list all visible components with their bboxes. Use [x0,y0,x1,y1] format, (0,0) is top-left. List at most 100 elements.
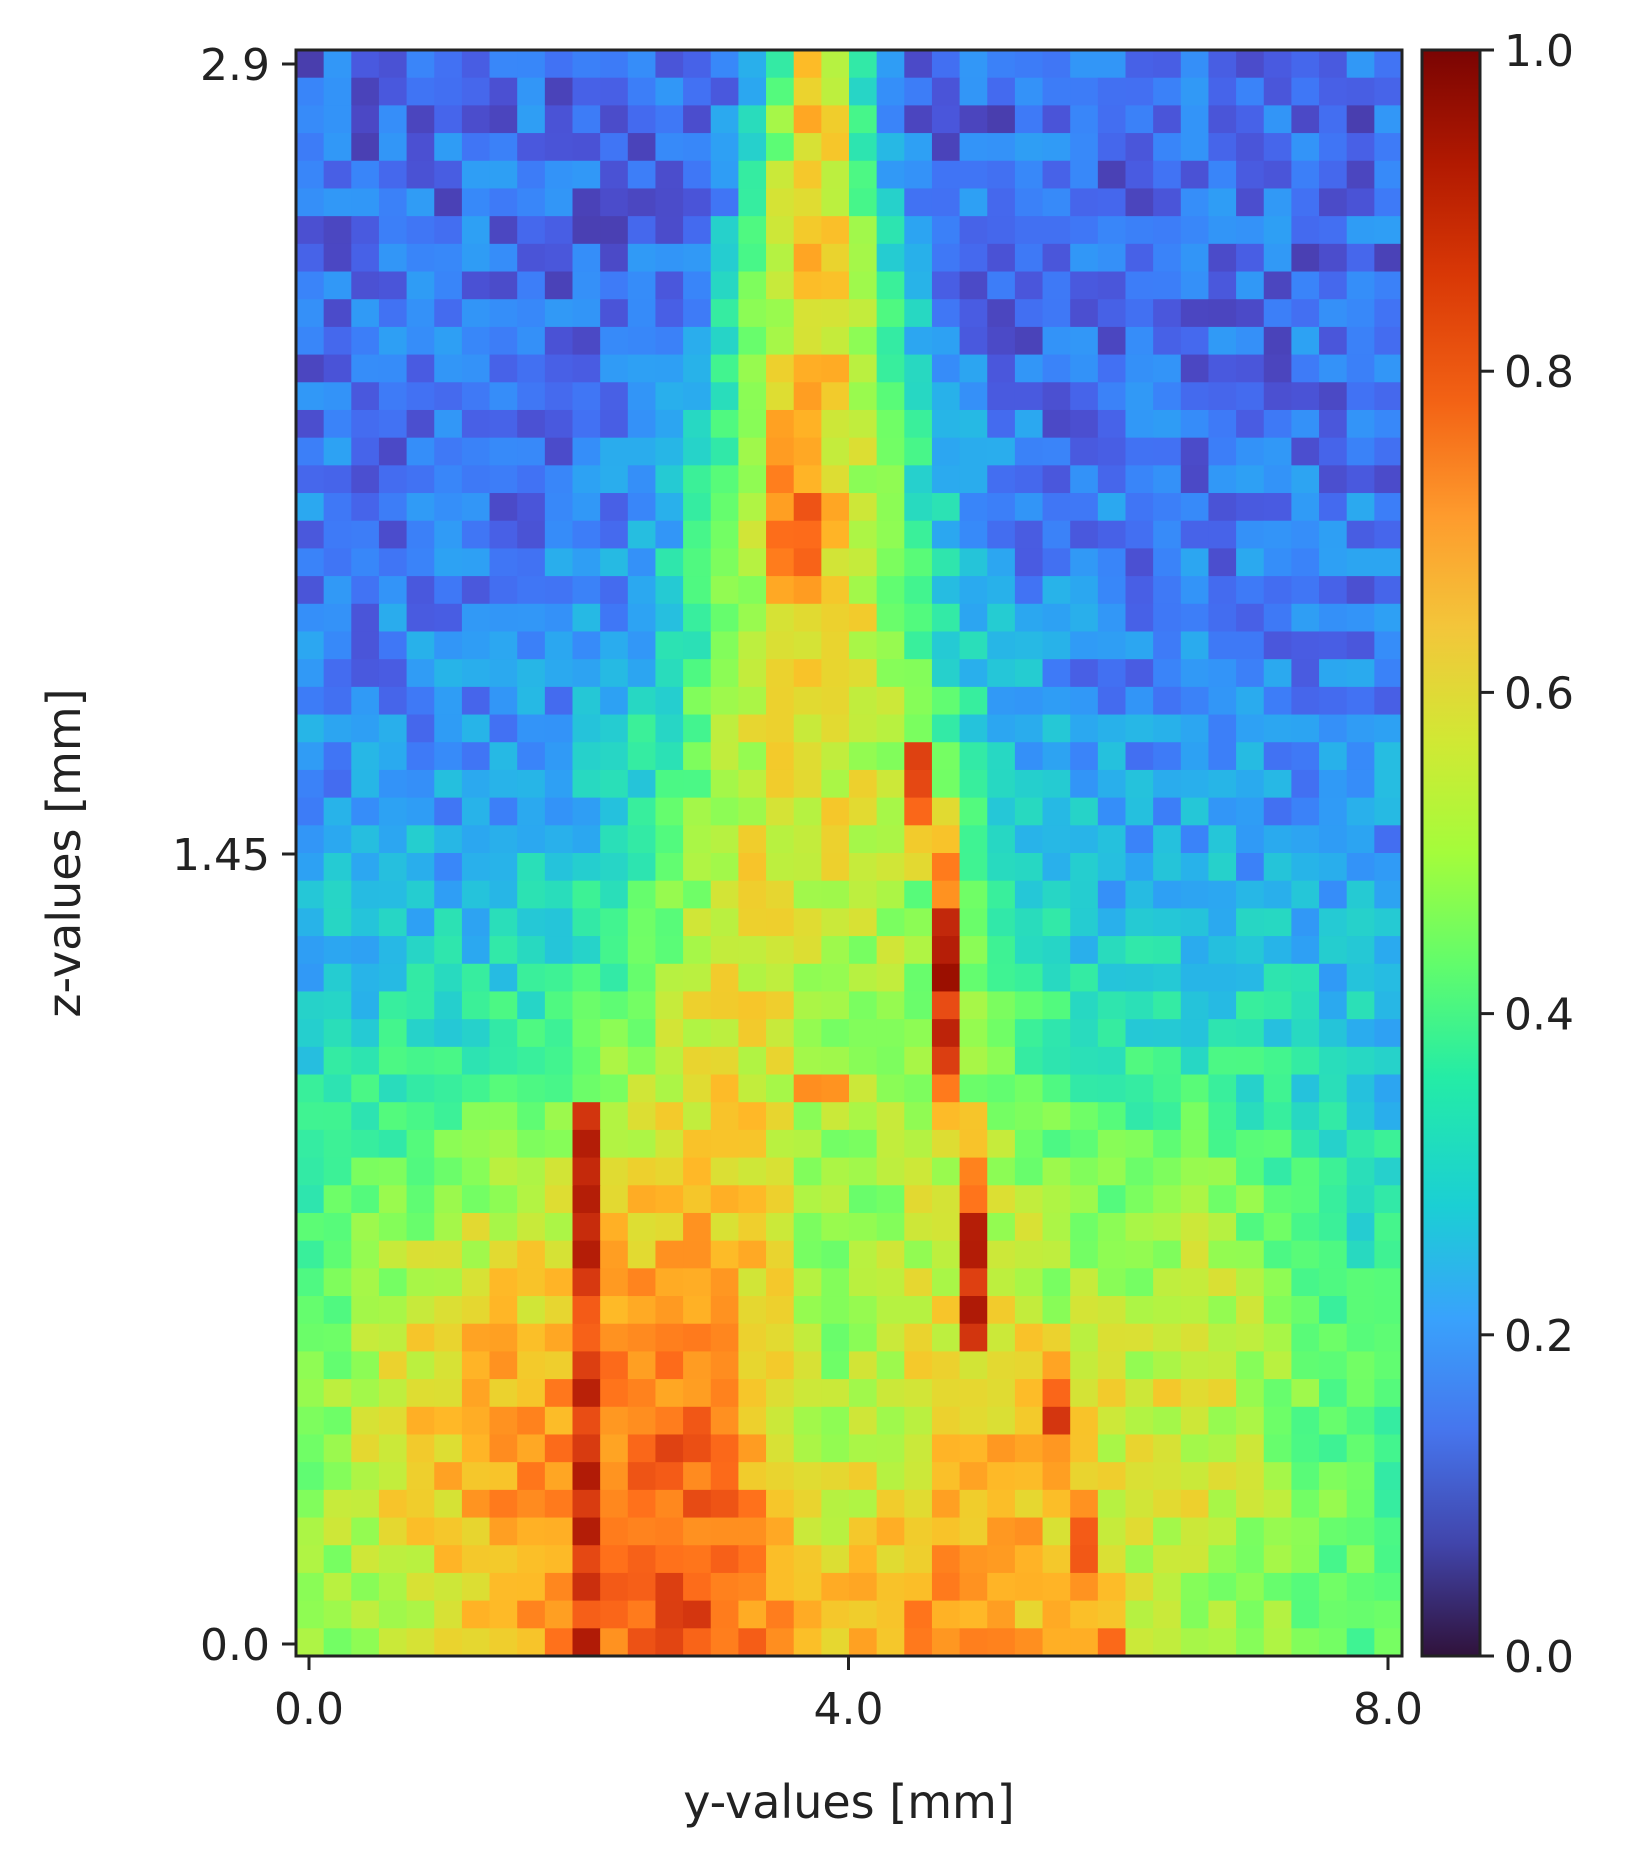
heatmap-cell [821,354,850,383]
heatmap-cell [849,1323,878,1353]
heatmap-cell [1070,1434,1099,1463]
heatmap-cell [931,853,961,882]
heatmap-cell [904,1268,933,1297]
heatmap-cell [572,354,601,383]
heatmap-cell [1125,465,1154,494]
heatmap-cell [710,548,739,577]
heatmap-cell [572,797,601,826]
heatmap-cell [710,271,739,300]
heatmap-cell [378,1462,408,1491]
heatmap-cell [766,1351,795,1380]
heatmap-cell [323,1268,352,1297]
heatmap-cell [572,409,601,439]
heatmap-cell [876,133,905,162]
heatmap-cell [544,216,574,245]
heatmap-cell [296,465,325,494]
heatmap-cell [655,382,684,411]
heatmap-cell [1125,1489,1154,1519]
heatmap-cell [1319,1628,1348,1657]
heatmap-cell [987,1545,1016,1574]
heatmap-cell [627,382,657,411]
heatmap-cell [904,548,933,577]
colorbar-tick-label: 0.6 [1504,668,1574,719]
heatmap-cell [1070,243,1099,273]
heatmap-cell [1346,1406,1375,1436]
heatmap-cell [1125,825,1154,854]
heatmap-cell [489,160,518,190]
heatmap-cell [1374,1046,1403,1076]
heatmap-cell [904,1600,933,1629]
heatmap-cell [959,769,988,799]
heatmap-cell [821,1462,850,1491]
heatmap-cell [793,1379,822,1408]
heatmap-cell [1263,576,1292,605]
heatmap-cell [489,437,518,466]
heatmap-cell [1208,742,1237,771]
heatmap-cell [710,1323,739,1353]
heatmap-cell [1291,1434,1320,1463]
heatmap-cell [987,243,1016,273]
heatmap-cell [655,769,684,799]
heatmap-cell [489,1462,518,1491]
heatmap-cell [904,409,933,439]
heatmap-cell [849,1240,878,1269]
heatmap-cell [1263,437,1292,466]
heatmap-cell [655,825,684,854]
heatmap-cell [1291,603,1320,633]
heatmap-cell [544,797,574,826]
heatmap-cell [738,216,767,245]
heatmap-cell [378,797,408,826]
heatmap-cell [461,936,491,965]
y-axis-label: z-values [mm] [37,688,91,1017]
heatmap-cell [793,409,822,439]
heatmap-cell [1319,133,1348,162]
heatmap-cell [1236,1572,1265,1602]
heatmap-cell [821,769,850,799]
heatmap-cell [1180,105,1210,134]
heatmap-cell [351,520,380,550]
heatmap-cell [959,659,988,688]
heatmap-cell [766,77,795,106]
heatmap-cell [1263,631,1292,660]
heatmap-cell [821,1406,850,1436]
heatmap-cell [627,50,657,79]
heatmap-cell [517,77,546,106]
heatmap-cell [627,742,657,771]
heatmap-cell [434,520,463,550]
heatmap-cell [683,1323,712,1353]
heatmap-cell [1208,1462,1237,1491]
heatmap-cell [1070,853,1099,882]
heatmap-cell [1125,1434,1154,1463]
heatmap-cell [572,465,601,494]
heatmap-cell [1236,382,1265,411]
heatmap-cell [1236,1323,1265,1353]
heatmap-cell [876,1129,905,1159]
heatmap-cell [1097,354,1127,383]
heatmap-cell [517,991,546,1020]
y-tick-label: 1.45 [172,830,270,881]
heatmap-cell [1208,1406,1237,1436]
heatmap-cell [1291,77,1320,106]
heatmap-cell [406,963,435,993]
heatmap-cell [572,271,601,300]
heatmap-cell [655,271,684,300]
heatmap-cell [1291,576,1320,605]
heatmap-cell [655,1019,684,1048]
heatmap-cell [296,825,325,854]
heatmap-cell [710,742,739,771]
heatmap-cell [406,742,435,771]
heatmap-cell [904,1102,933,1131]
heatmap-cell [1070,825,1099,854]
heatmap-cell [959,880,988,909]
heatmap-cell [683,216,712,245]
heatmap-cell [378,603,408,633]
heatmap-cell [544,1406,574,1436]
heatmap-cell [738,1434,767,1463]
heatmap-cell [793,1628,822,1657]
heatmap-cell [793,1406,822,1436]
heatmap-cell [1070,1046,1099,1076]
heatmap-cell [461,1129,491,1159]
heatmap-cell [1070,1185,1099,1214]
heatmap-cell [793,1489,822,1519]
heatmap-cell [1319,271,1348,300]
